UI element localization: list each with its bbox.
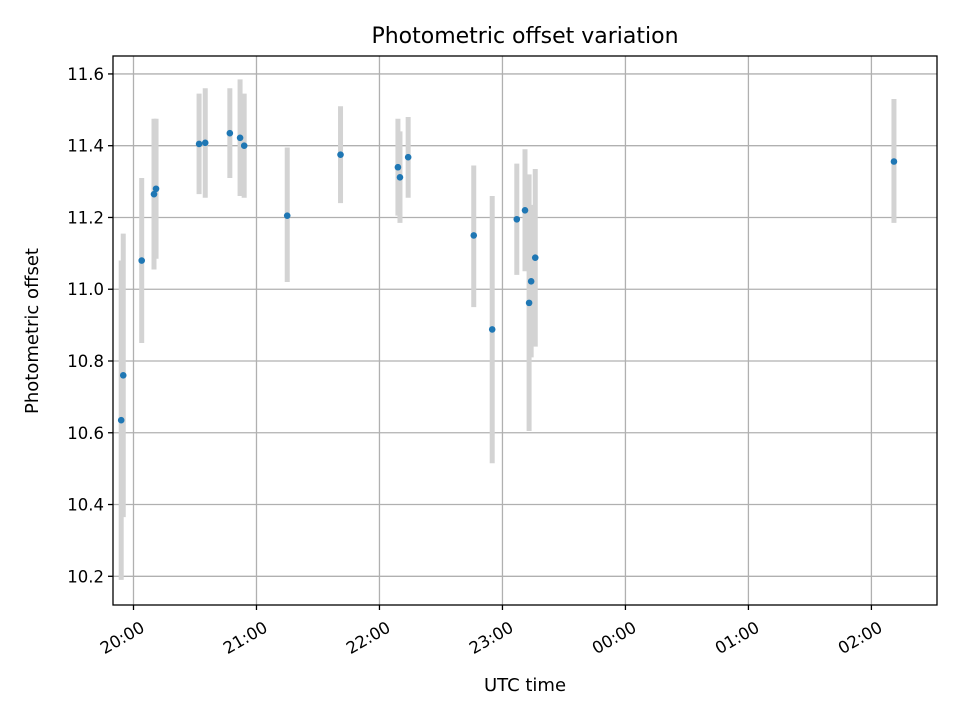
data-point <box>240 142 248 150</box>
data-point <box>236 134 244 142</box>
data-point <box>531 254 539 261</box>
y-tick-label: 11.0 <box>67 280 104 299</box>
data-point <box>521 206 529 214</box>
data-point <box>138 257 145 264</box>
data-point <box>201 139 209 147</box>
data-point <box>525 299 533 307</box>
data-point <box>337 151 344 158</box>
chart-title: Photometric offset variation <box>371 24 678 49</box>
x-axis-label: UTC time <box>484 675 566 696</box>
data-points <box>117 129 898 424</box>
data-point <box>195 140 203 148</box>
y-axis-label: Photometric offset <box>22 248 43 414</box>
data-point <box>394 163 402 171</box>
data-point <box>488 326 496 333</box>
data-point <box>404 153 412 161</box>
y-tick-label: 11.4 <box>67 137 104 156</box>
data-point <box>119 372 127 379</box>
data-point <box>527 278 535 285</box>
plot-frame <box>112 55 938 606</box>
data-point <box>152 185 160 193</box>
data-point <box>396 173 404 181</box>
data-point <box>283 212 291 219</box>
y-tick-label: 10.2 <box>67 567 104 586</box>
y-tick-label: 10.4 <box>67 496 104 515</box>
y-tick-label: 11.6 <box>67 65 104 84</box>
data-point <box>513 215 521 223</box>
data-point <box>890 158 898 165</box>
y-tick-label: 10.6 <box>67 424 104 443</box>
data-point <box>470 232 478 239</box>
data-point <box>150 190 158 198</box>
y-tick-label: 11.2 <box>67 208 104 227</box>
data-point <box>226 129 234 137</box>
data-point <box>117 416 125 424</box>
y-tick-label: 10.8 <box>67 352 104 371</box>
